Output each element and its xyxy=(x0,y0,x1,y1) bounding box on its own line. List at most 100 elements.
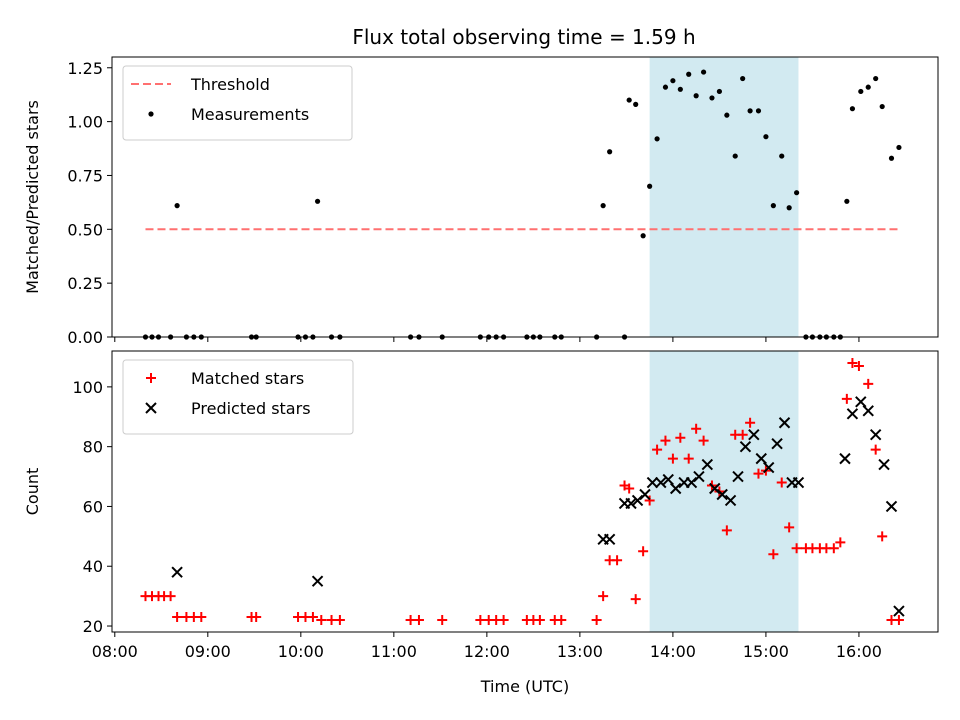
y-tick-label: 0.50 xyxy=(67,220,103,239)
data-point xyxy=(316,615,327,626)
data-point xyxy=(873,75,879,82)
data-point xyxy=(724,112,730,118)
y-tick-label: 1.00 xyxy=(67,113,103,132)
data-point xyxy=(667,453,678,464)
data-point xyxy=(721,525,732,536)
y-tick-label: 1.25 xyxy=(67,59,103,78)
data-point xyxy=(654,136,660,142)
data-point xyxy=(839,452,851,465)
data-point xyxy=(792,476,805,489)
chart-title: Flux total observing time = 1.59 h xyxy=(352,25,695,49)
data-point xyxy=(791,543,802,554)
count-panel: 20 40 60 80 100 08:00 09:00 10:00 11:00 12:00 13:0… xyxy=(23,350,939,696)
data-point xyxy=(870,444,881,455)
data-point xyxy=(630,594,641,605)
data-point xyxy=(174,203,180,209)
x-tick-label: 08:00 xyxy=(92,642,138,661)
x-tick-label: 09:00 xyxy=(185,642,231,661)
data-point xyxy=(853,360,864,371)
data-point xyxy=(405,615,416,626)
y-tick-label: 40 xyxy=(83,557,103,576)
data-point xyxy=(165,591,176,602)
legend-label: Measurements xyxy=(191,105,309,124)
data-point xyxy=(849,106,856,112)
data-point xyxy=(828,543,839,554)
data-point xyxy=(732,470,744,483)
data-point xyxy=(307,612,318,623)
data-point xyxy=(841,393,852,404)
axes-frame xyxy=(111,350,939,633)
data-point xyxy=(724,494,737,507)
legend-box xyxy=(122,65,353,141)
y-tick-label: 100 xyxy=(72,378,103,397)
data-point xyxy=(893,615,904,626)
axes-frame xyxy=(111,56,939,338)
data-point xyxy=(311,575,324,587)
data-point xyxy=(700,69,707,75)
data-point xyxy=(640,233,646,239)
data-point xyxy=(770,203,776,209)
series-predicted-stars xyxy=(171,396,905,617)
legend-label: Predicted stars xyxy=(191,399,311,418)
data-point xyxy=(786,205,792,211)
data-point xyxy=(885,500,898,513)
data-point xyxy=(669,482,682,495)
data-point xyxy=(662,84,669,90)
x-axis-label: Time (UTC) xyxy=(480,677,569,696)
data-point xyxy=(647,183,653,189)
x-tick-label: 15:00 xyxy=(743,642,789,661)
y-tick-label: 0.75 xyxy=(67,166,103,185)
legend: Threshold Measurements xyxy=(122,65,353,141)
data-point xyxy=(879,103,885,110)
data-point xyxy=(776,477,787,488)
data-point xyxy=(598,591,609,602)
data-point xyxy=(633,101,639,107)
legend-box xyxy=(122,359,354,435)
data-point xyxy=(739,440,752,453)
data-point xyxy=(716,488,728,501)
data-point xyxy=(863,378,874,389)
data-point xyxy=(591,615,602,626)
data-point xyxy=(745,417,756,428)
ratio-panel: 0.00 0.25 0.50 0.75 1.00 1.25 Matched/Predicte… xyxy=(23,56,939,347)
data-point xyxy=(475,615,486,626)
x-tick-label: 11:00 xyxy=(371,642,417,661)
legend-label: Threshold xyxy=(190,75,270,94)
legend: Matched stars Predicted stars xyxy=(122,359,354,435)
data-point xyxy=(893,605,905,617)
data-point xyxy=(683,453,694,464)
data-point xyxy=(660,435,671,446)
data-point xyxy=(251,612,262,623)
legend-plus-swatch xyxy=(146,373,156,383)
data-point xyxy=(768,549,779,560)
data-point xyxy=(779,153,785,159)
observing-window-band xyxy=(649,57,799,337)
data-point xyxy=(626,97,632,103)
x-tick-label: 13:00 xyxy=(557,642,603,661)
y-tick-label: 60 xyxy=(83,497,103,516)
x-tick-label: 12:00 xyxy=(464,642,510,661)
data-point xyxy=(413,615,424,626)
data-point xyxy=(869,428,882,441)
data-point xyxy=(326,615,337,626)
y-tick-label: 0.25 xyxy=(67,274,103,293)
data-point xyxy=(534,615,545,626)
data-point xyxy=(740,75,746,82)
data-point xyxy=(778,417,791,429)
data-point xyxy=(693,470,705,483)
data-point xyxy=(877,531,888,542)
data-point xyxy=(693,93,699,99)
data-point xyxy=(753,468,764,479)
data-point xyxy=(675,432,686,443)
data-point xyxy=(862,405,874,417)
data-point xyxy=(498,615,509,626)
data-point xyxy=(686,71,692,77)
data-point xyxy=(685,476,698,489)
data-point xyxy=(878,458,890,471)
legend-dot-swatch xyxy=(148,111,154,117)
data-point xyxy=(662,473,674,486)
data-point xyxy=(855,396,867,408)
data-point xyxy=(896,144,902,151)
data-point xyxy=(691,423,702,434)
